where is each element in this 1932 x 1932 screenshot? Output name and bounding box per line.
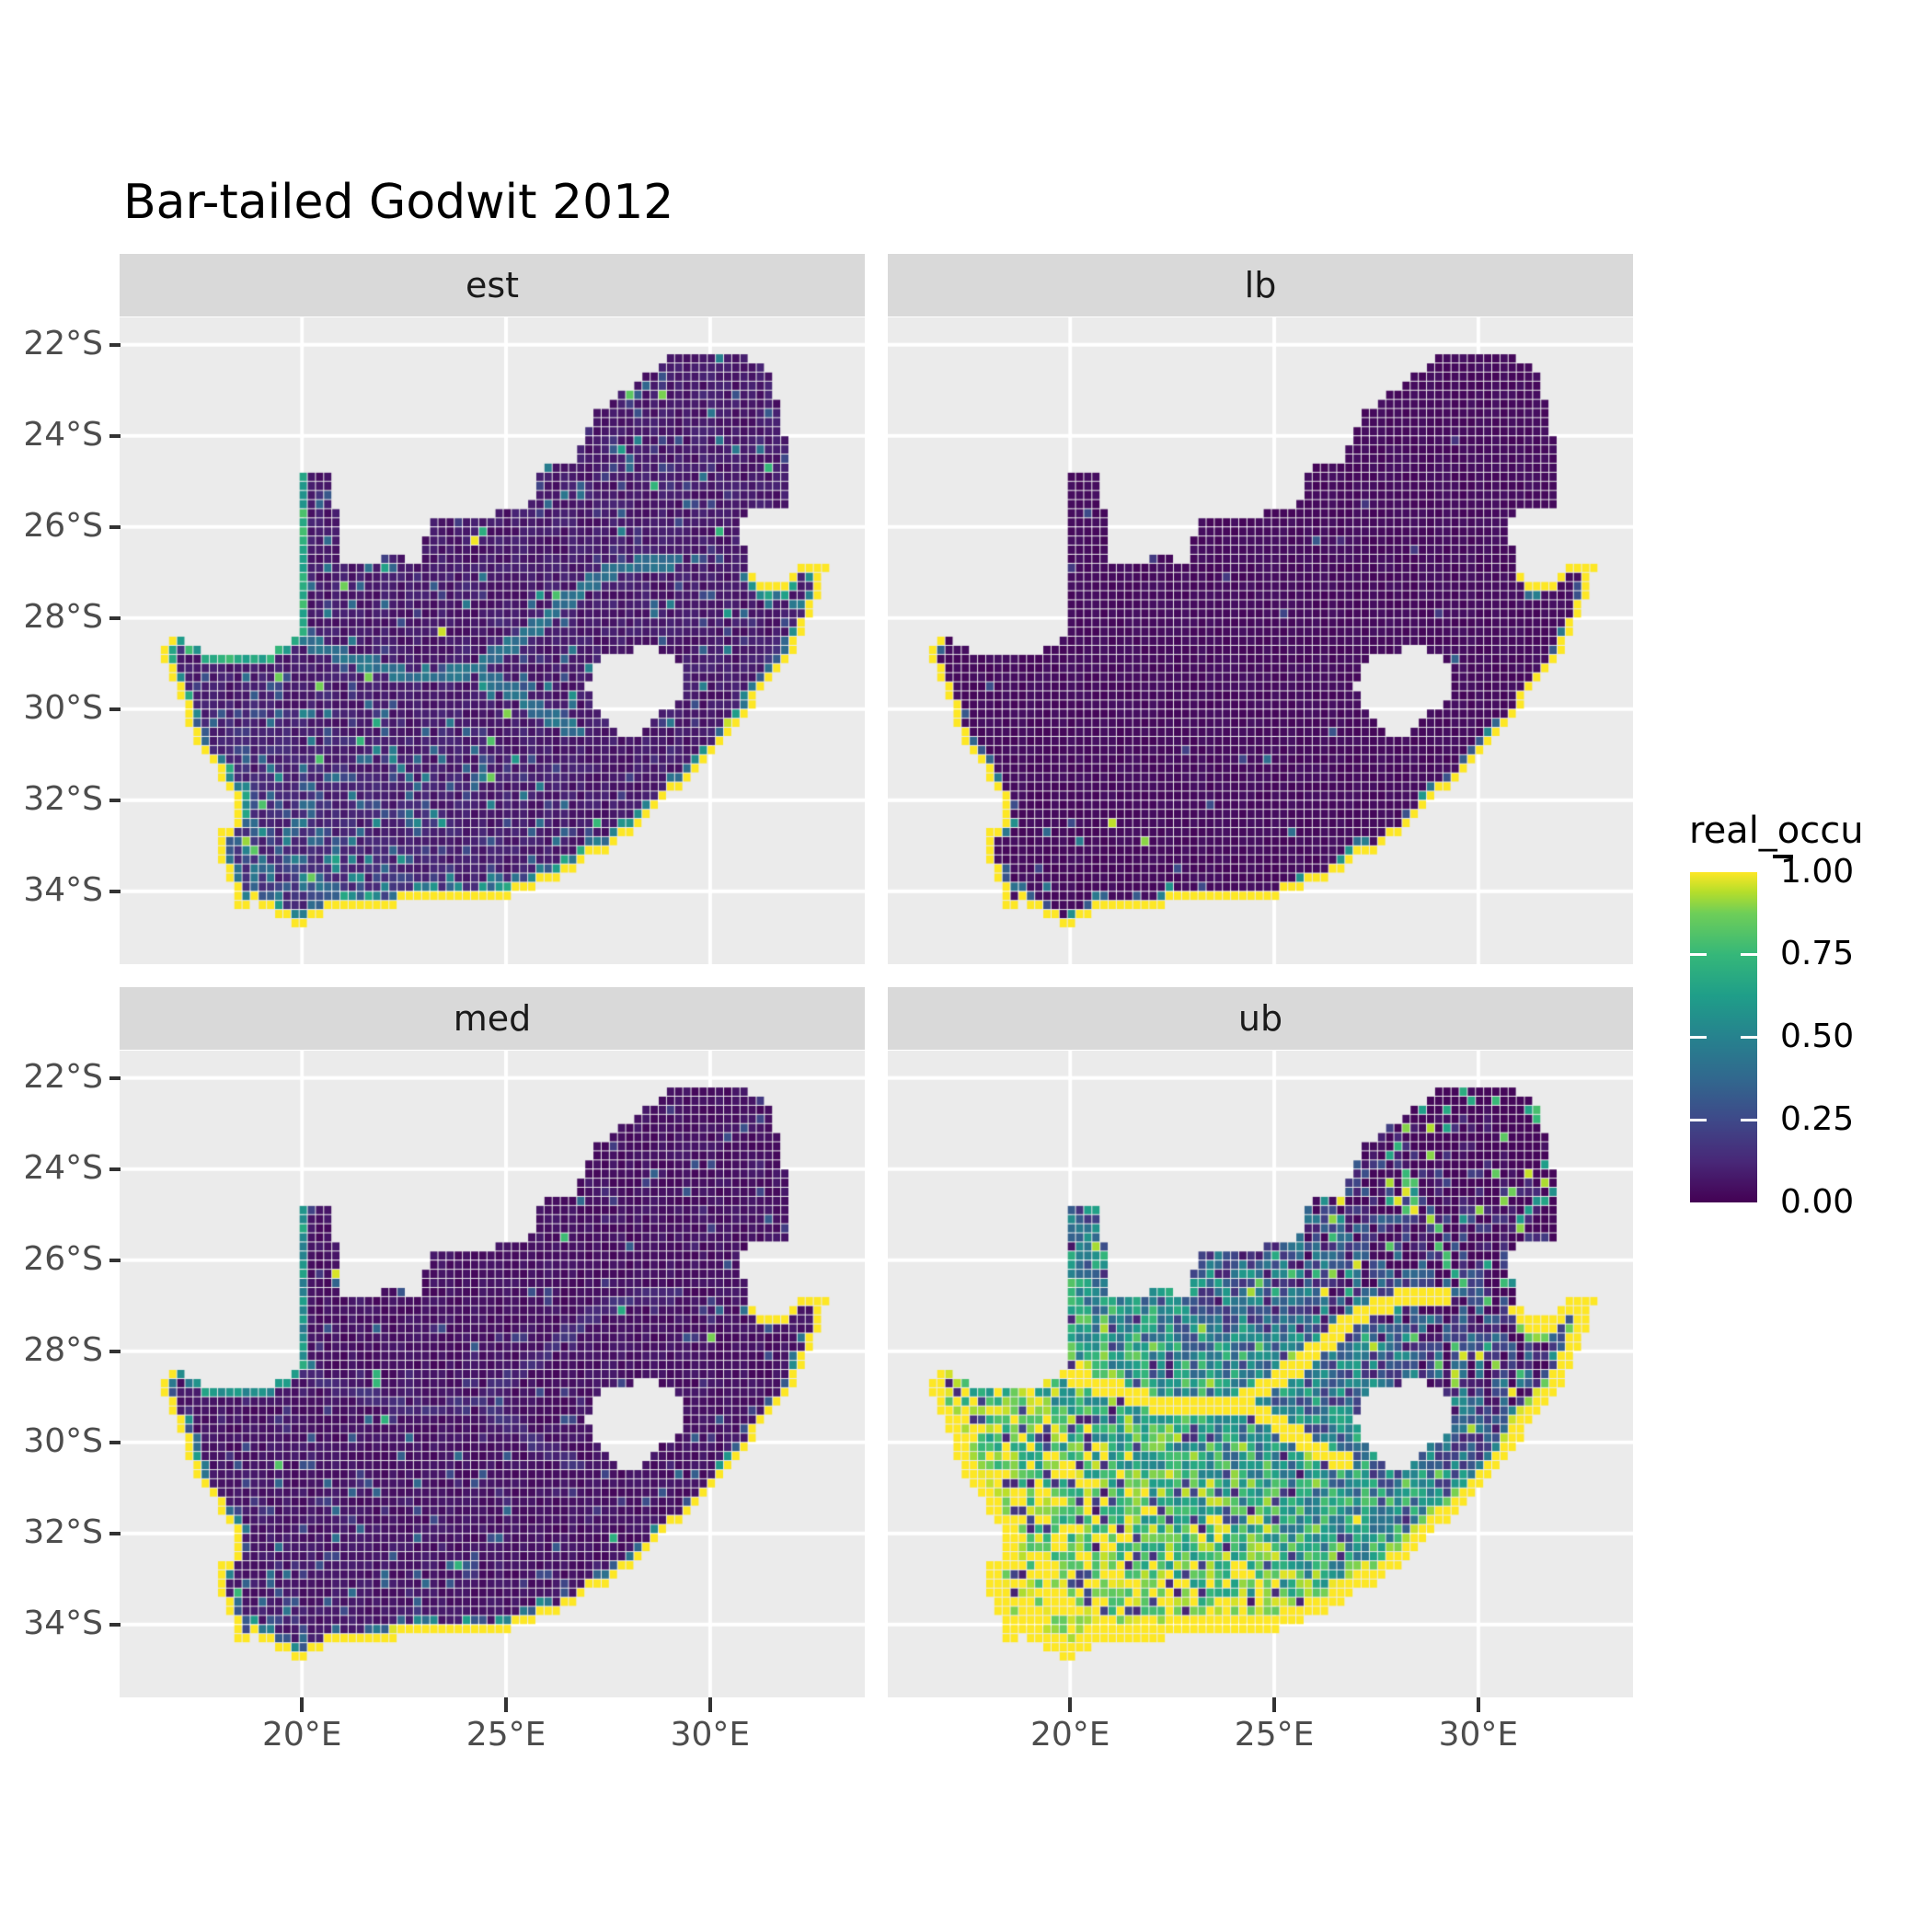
plot-title: Bar-tailed Godwit 2012 xyxy=(123,175,674,230)
y-axis-label-28°S: 28°S xyxy=(23,597,103,636)
y-axis-label-22°S: 22°S xyxy=(23,1057,103,1096)
map-panel-ub xyxy=(888,1051,1633,1697)
y-axis-label-34°S: 34°S xyxy=(23,870,103,909)
facet-strip-med: med xyxy=(120,987,865,1050)
y-axis-label-22°S: 22°S xyxy=(23,324,103,362)
y-axis-tick xyxy=(109,1531,121,1535)
y-axis-tick xyxy=(109,889,121,893)
y-axis-tick xyxy=(109,433,121,438)
y-axis-tick xyxy=(109,615,121,620)
y-axis-label-34°S: 34°S xyxy=(23,1604,103,1642)
x-axis-label-20°E: 20°E xyxy=(1030,1716,1110,1754)
x-axis-tick xyxy=(707,1697,712,1712)
legend-tick-mark xyxy=(1741,953,1757,957)
y-axis-tick xyxy=(109,1440,121,1444)
y-axis-label-32°S: 32°S xyxy=(23,779,103,818)
legend-tick-mark xyxy=(1690,953,1707,957)
y-axis-label-30°S: 30°S xyxy=(23,1421,103,1460)
map-panel-est xyxy=(120,317,865,964)
y-axis-tick xyxy=(109,342,121,347)
y-axis-tick xyxy=(109,524,121,529)
legend-tick-mark xyxy=(1741,1118,1757,1121)
facet-label-est: est xyxy=(465,265,520,305)
y-axis-tick xyxy=(109,1258,121,1262)
legend-title: real_occu xyxy=(1689,810,1864,852)
y-axis-label-24°S: 24°S xyxy=(23,1148,103,1187)
facet-strip-ub: ub xyxy=(888,987,1633,1050)
x-axis-tick xyxy=(1476,1697,1480,1712)
y-axis-label-26°S: 26°S xyxy=(23,506,103,545)
y-axis-tick xyxy=(109,1167,121,1171)
x-axis-tick xyxy=(504,1697,509,1712)
x-axis-label-25°E: 25°E xyxy=(466,1716,546,1754)
x-axis-label-30°E: 30°E xyxy=(670,1716,751,1754)
legend-label-025: 0.25 xyxy=(1780,1100,1855,1138)
map-panel-med xyxy=(120,1051,865,1697)
x-axis-tick xyxy=(1068,1697,1073,1712)
y-axis-label-28°S: 28°S xyxy=(23,1330,103,1369)
x-axis-tick xyxy=(1272,1697,1277,1712)
legend-top-tick xyxy=(1773,855,1793,858)
legend-tick-mark xyxy=(1741,1036,1757,1039)
legend-label-075: 0.75 xyxy=(1780,935,1855,972)
y-axis-tick xyxy=(109,1349,121,1353)
legend-label-050: 0.50 xyxy=(1780,1018,1855,1055)
x-axis-tick xyxy=(300,1697,305,1712)
y-axis-tick xyxy=(109,1075,121,1080)
y-axis-label-32°S: 32°S xyxy=(23,1512,103,1551)
map-panel-lb xyxy=(888,317,1633,964)
x-axis-label-30°E: 30°E xyxy=(1438,1716,1519,1754)
y-axis-tick xyxy=(109,707,121,711)
y-axis-label-24°S: 24°S xyxy=(23,415,103,454)
legend-label-100: 1.00 xyxy=(1780,853,1855,891)
legend-tick-mark xyxy=(1690,1036,1707,1039)
facet-label-ub: ub xyxy=(1237,998,1283,1039)
facet-label-med: med xyxy=(453,998,532,1039)
legend-label-000: 0.00 xyxy=(1780,1183,1855,1221)
y-axis-label-26°S: 26°S xyxy=(23,1239,103,1278)
y-axis-tick xyxy=(109,1622,121,1627)
legend-tick-mark xyxy=(1690,1118,1707,1121)
facet-strip-lb: lb xyxy=(888,254,1633,316)
facet-strip-est: est xyxy=(120,254,865,316)
x-axis-label-20°E: 20°E xyxy=(262,1716,342,1754)
y-axis-label-30°S: 30°S xyxy=(23,688,103,727)
y-axis-tick xyxy=(109,798,121,802)
x-axis-label-25°E: 25°E xyxy=(1234,1716,1315,1754)
facet-label-lb: lb xyxy=(1244,265,1277,305)
